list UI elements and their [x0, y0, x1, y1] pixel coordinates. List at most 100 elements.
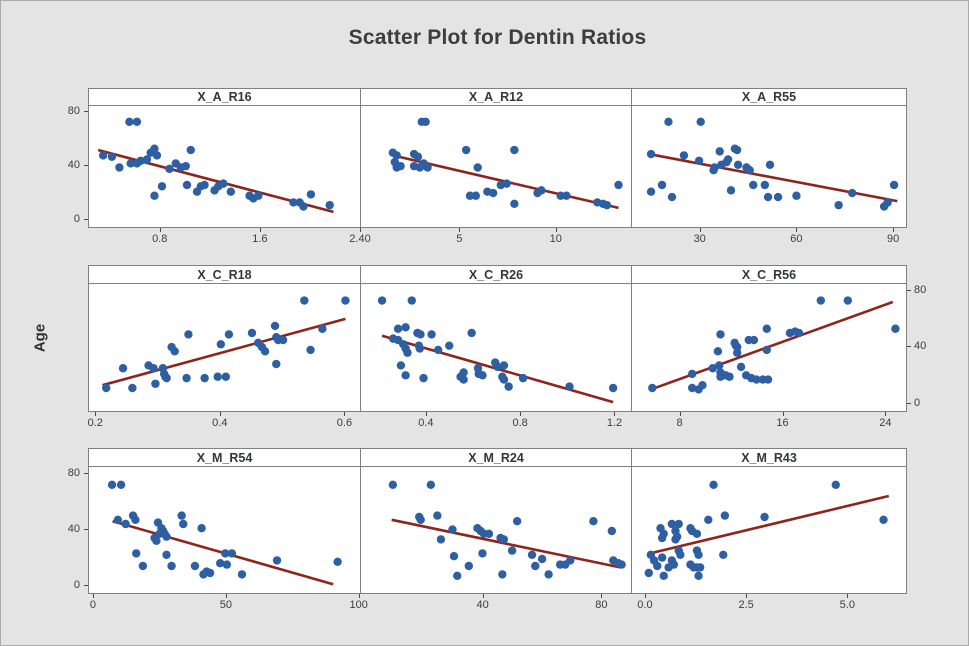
- data-point: [752, 375, 761, 384]
- y-tick-mark: [84, 111, 88, 113]
- data-point: [653, 561, 662, 571]
- data-point: [732, 348, 742, 357]
- data-point: [657, 180, 667, 190]
- data-point: [190, 561, 200, 571]
- data-point: [152, 536, 161, 545]
- y-tick-label: 40: [914, 340, 927, 353]
- data-point: [219, 179, 228, 188]
- data-point: [478, 549, 487, 558]
- data-point: [607, 526, 617, 536]
- data-point: [184, 330, 193, 339]
- data-point: [602, 200, 612, 210]
- data-point: [461, 145, 471, 155]
- data-point: [388, 480, 398, 489]
- data-point: [471, 191, 480, 200]
- data-point: [247, 328, 257, 338]
- data-point: [179, 519, 188, 529]
- x-tick-label: 100: [349, 599, 368, 611]
- data-point: [762, 324, 771, 333]
- data-point: [848, 188, 857, 198]
- panel-title-X_M_R24: X_M_R24: [360, 448, 632, 467]
- x-tick-label: 0.6: [336, 417, 353, 429]
- data-point: [215, 559, 225, 568]
- y-tick-label: 80: [67, 466, 80, 479]
- data-point: [510, 199, 519, 208]
- panel-title-X_M_R54: X_M_R54: [88, 448, 361, 467]
- x-tick-label: 40: [476, 599, 489, 611]
- data-point: [704, 515, 713, 524]
- data-point: [765, 160, 775, 170]
- panel-title-X_A_R12: X_A_R12: [360, 88, 632, 106]
- y-tick-mark: [84, 472, 88, 474]
- data-point: [436, 535, 446, 544]
- x-tick-mark: [644, 594, 646, 598]
- data-point: [664, 117, 673, 126]
- panel-title-X_A_R55: X_A_R55: [631, 88, 907, 106]
- data-point: [377, 296, 387, 305]
- x-tick-label: 30: [693, 233, 706, 245]
- data-point: [493, 362, 502, 372]
- data-point: [608, 383, 618, 393]
- data-point: [149, 364, 158, 373]
- data-point: [760, 180, 770, 190]
- data-point: [393, 324, 403, 333]
- data-point: [733, 160, 743, 170]
- y-tick-mark: [84, 584, 88, 586]
- data-point: [403, 348, 412, 357]
- data-point: [341, 296, 350, 305]
- data-point: [562, 191, 571, 200]
- data-point: [186, 145, 195, 155]
- x-tick-mark: [555, 228, 557, 232]
- data-point: [213, 372, 222, 381]
- fit-line: [649, 494, 890, 555]
- data-point: [763, 375, 773, 384]
- data-point: [883, 198, 892, 207]
- x-tick-mark: [95, 412, 97, 416]
- x-tick-mark: [358, 594, 360, 598]
- x-tick-mark: [699, 228, 701, 232]
- data-point: [687, 369, 697, 379]
- x-tick-label: 0.8: [152, 233, 168, 245]
- data-point: [227, 549, 237, 558]
- data-point: [200, 180, 209, 190]
- data-point: [510, 145, 519, 155]
- data-point: [667, 192, 677, 202]
- data-point: [504, 382, 513, 391]
- data-point: [719, 550, 728, 559]
- x-tick-mark: [796, 228, 798, 232]
- data-point: [165, 164, 174, 174]
- data-point: [197, 524, 206, 533]
- data-point: [749, 335, 759, 345]
- data-point: [221, 372, 231, 381]
- data-point: [396, 361, 406, 370]
- data-point: [726, 186, 736, 195]
- data-point: [714, 361, 724, 370]
- data-point: [407, 296, 416, 305]
- data-point: [723, 155, 733, 164]
- data-point: [478, 371, 487, 380]
- data-point: [732, 145, 742, 155]
- data-point: [698, 380, 707, 390]
- y-axis-label: Age: [31, 323, 49, 353]
- data-point: [177, 511, 186, 520]
- x-tick-mark: [425, 412, 427, 416]
- data-point: [464, 561, 474, 571]
- data-point: [445, 341, 454, 350]
- data-point: [157, 182, 167, 191]
- x-tick-label: 0.8: [512, 417, 528, 429]
- data-point: [544, 570, 553, 579]
- data-point: [222, 560, 232, 569]
- x-tick-label: 16: [776, 417, 789, 429]
- data-point: [763, 192, 773, 202]
- fit-line: [102, 317, 346, 387]
- data-point: [671, 535, 680, 544]
- x-tick-label: 0: [89, 599, 97, 611]
- x-tick-label: 0.4: [418, 417, 434, 429]
- x-tick-mark: [893, 228, 895, 232]
- x-tick-label: 10: [549, 233, 562, 245]
- data-point: [502, 179, 511, 188]
- data-point: [151, 379, 160, 388]
- data-point: [226, 187, 236, 196]
- x-tick-label: 0.2: [87, 417, 103, 429]
- data-point: [773, 192, 783, 202]
